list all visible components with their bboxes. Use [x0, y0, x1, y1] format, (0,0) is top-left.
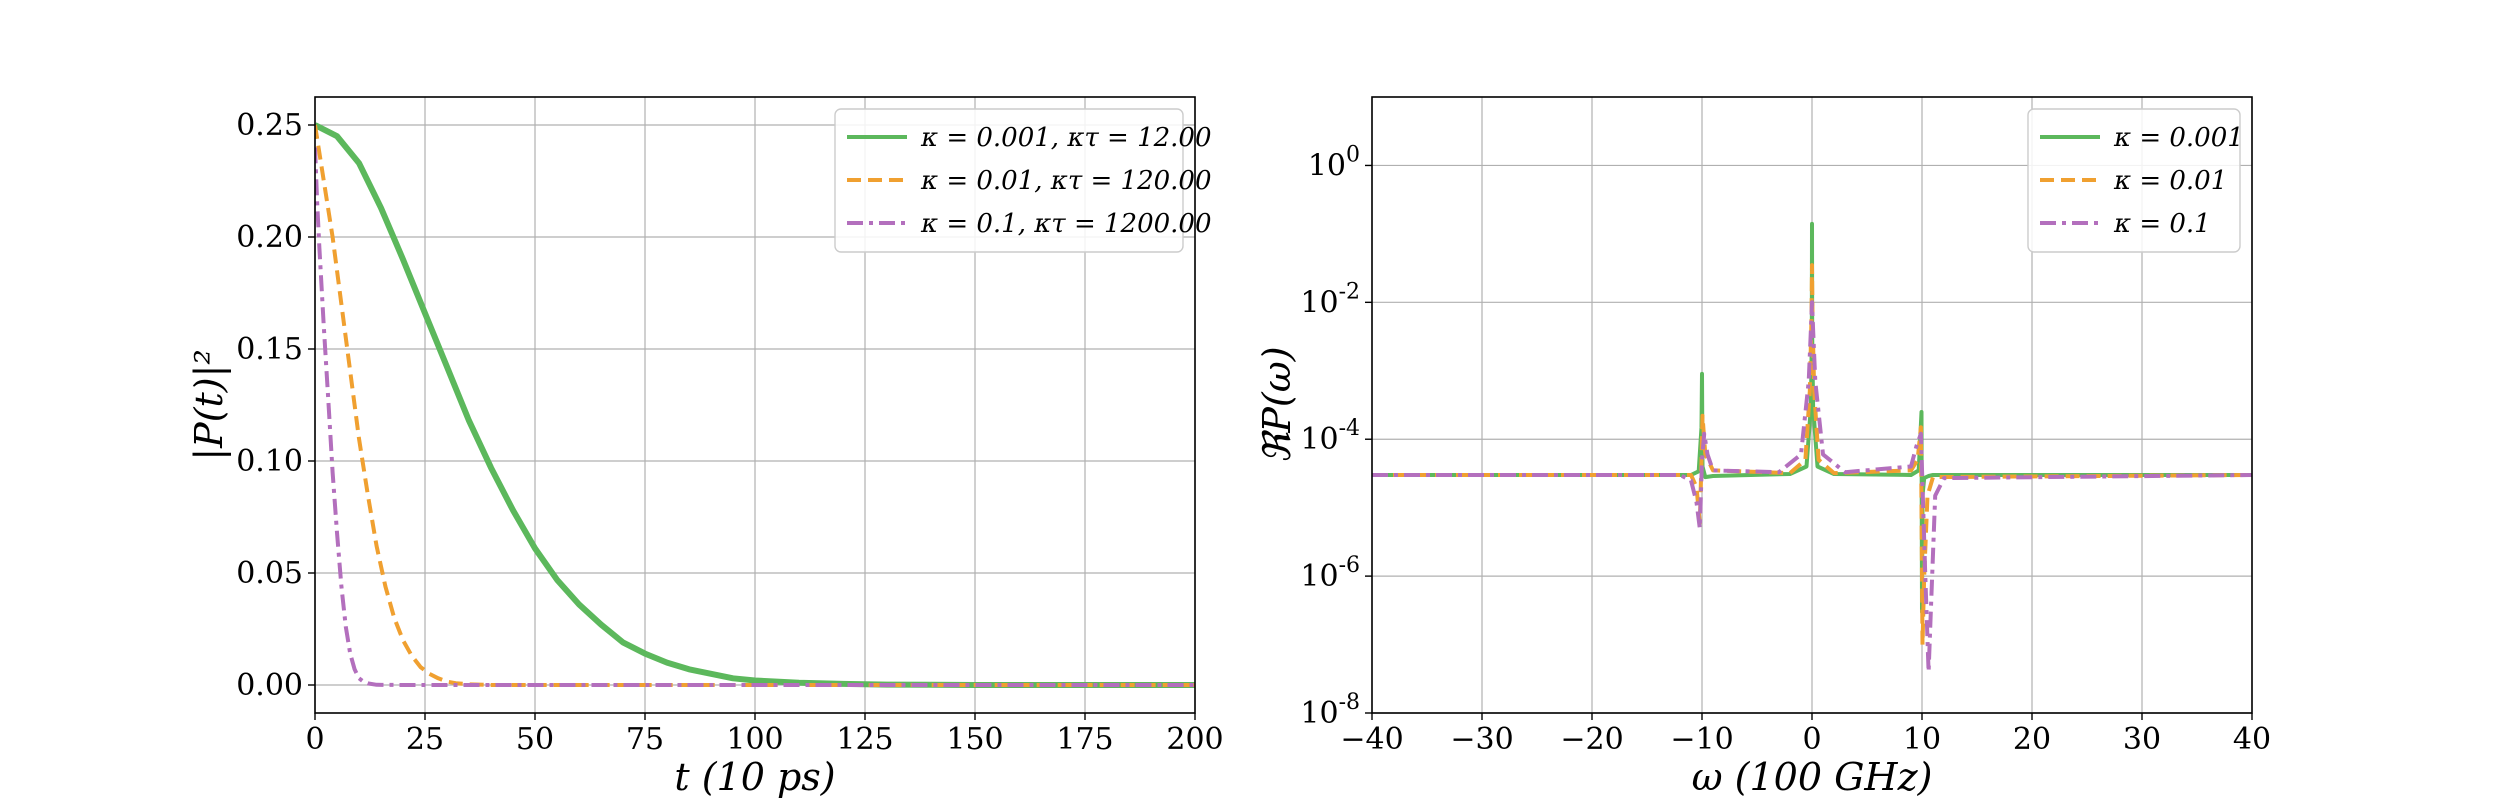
x-tick-label: 0	[305, 722, 324, 757]
legend-label: κ = 0.001	[2113, 123, 2244, 153]
x-tick-label: −20	[1560, 722, 1623, 757]
series-line-purple	[1372, 300, 2252, 674]
legend-label: κ = 0.1, κτ = 1200.00	[920, 209, 1212, 239]
left-plot: 0 25 50 75 100 125 150 175 200 0.000.050.100.150…	[187, 96, 1224, 799]
y-tick-label: 10-4	[1300, 416, 1360, 457]
right-plot: −40 −30 −20 −10 0 10 20 30 40 10 -8 10-6 10-4 10-2 10…	[1255, 96, 2271, 799]
y-tick-label: 0.15	[236, 332, 303, 367]
x-tick-label: 125	[836, 722, 893, 757]
x-tick-label: 50	[516, 722, 554, 757]
x-tick-label: −30	[1450, 722, 1513, 757]
left-series	[315, 122, 1195, 688]
legend-label: κ = 0.001, κτ = 12.00	[920, 123, 1212, 153]
y-tick-label: 10-6	[1300, 553, 1360, 594]
legend-box	[2027, 108, 2241, 253]
legend-label: κ = 0.1	[2113, 209, 2211, 239]
y-tick-label: 10-2	[1300, 279, 1360, 320]
right-xticks: −40 −30 −20 −10 0 10 20 30 40	[1340, 713, 2271, 757]
x-tick-label: −10	[1670, 722, 1733, 757]
y-tick-exponent: -8	[1339, 690, 1360, 715]
series-line-orange	[1372, 263, 2252, 647]
y-tick-label: 0.05	[236, 556, 303, 591]
left-xticks: 0 25 50 75 100 125 150 175 200	[305, 713, 1224, 757]
y-tick-label: 0.25	[236, 108, 303, 143]
y-tick-label: 0.00	[236, 668, 303, 703]
x-tick-label: 0	[1802, 722, 1821, 757]
x-tick-label: 30	[2123, 722, 2161, 757]
left-y-axis-label: |P(t)|²	[187, 349, 231, 460]
y-tick-exponent: 0	[1346, 142, 1360, 167]
x-tick-label: 75	[626, 722, 664, 757]
series-line-orange	[315, 124, 1195, 687]
y-tick-exponent: -2	[1339, 279, 1360, 304]
y-tick-label: 0.20	[236, 220, 303, 255]
x-tick-label: 200	[1166, 722, 1223, 757]
x-tick-label: 175	[1056, 722, 1113, 757]
series-line-green	[315, 122, 1195, 688]
legend-label: κ = 0.01	[2113, 166, 2227, 196]
legend-label: κ = 0.01, κτ = 120.00	[920, 166, 1212, 196]
right-y-axis-label: ℜP(ω)	[1255, 346, 1299, 463]
left-x-axis-label: t (10 ps)	[674, 755, 835, 799]
x-tick-label: 25	[406, 722, 444, 757]
x-tick-label: −40	[1340, 722, 1403, 757]
y-tick-label: 100	[1308, 142, 1360, 183]
y-tick-label: 0.10	[236, 444, 303, 479]
right-legend: κ = 0.001 κ = 0.01 κ = 0.1	[2027, 108, 2244, 253]
x-tick-label: 100	[726, 722, 783, 757]
x-tick-label: 40	[2233, 722, 2271, 757]
y-tick-exponent: -4	[1339, 416, 1360, 441]
x-tick-label: 10	[1903, 722, 1941, 757]
y-tick-exponent: -6	[1339, 553, 1360, 578]
left-legend: κ = 0.001, κτ = 12.00 κ = 0.01, κτ = 120.…	[834, 108, 1212, 253]
x-tick-label: 150	[946, 722, 1003, 757]
right-series	[1372, 221, 2252, 674]
series-line-purple	[315, 147, 1195, 687]
right-x-axis-label: ω (100 GHz)	[1692, 755, 1933, 799]
left-yticks: 0.00 0.05 0.10 0.15 0.20 0.25	[236, 108, 315, 703]
x-tick-label: 20	[2013, 722, 2051, 757]
legend-box	[834, 108, 1184, 253]
